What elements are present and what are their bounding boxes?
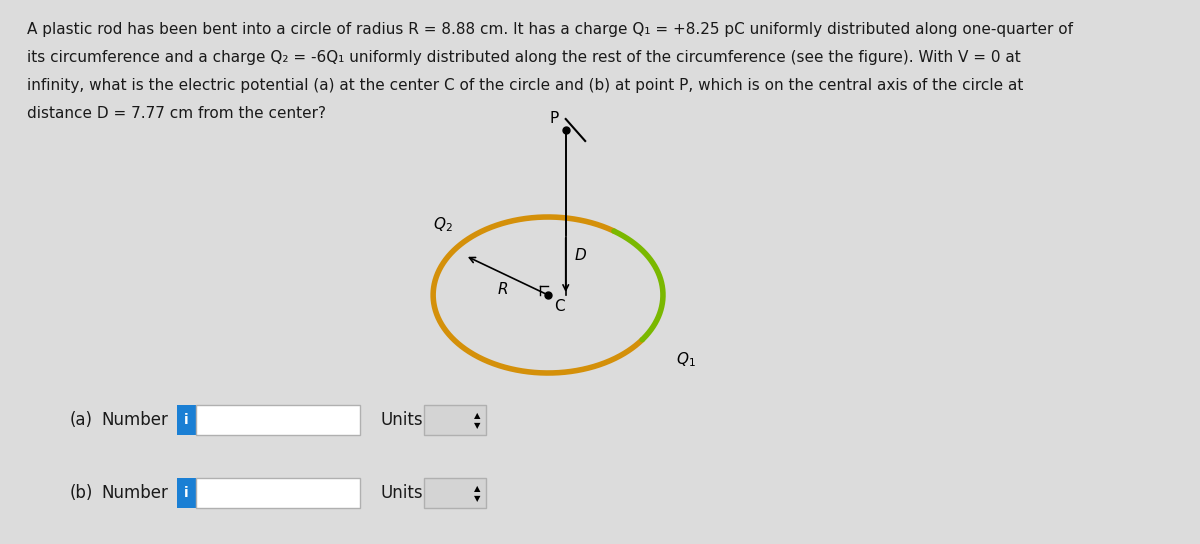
Text: Number: Number bbox=[102, 411, 168, 429]
Text: Units: Units bbox=[380, 411, 422, 429]
Text: C: C bbox=[554, 299, 565, 314]
Text: (b): (b) bbox=[70, 484, 92, 502]
Text: ▲: ▲ bbox=[474, 485, 480, 493]
Text: ▼: ▼ bbox=[474, 422, 480, 430]
Text: ▼: ▼ bbox=[474, 494, 480, 504]
Text: ▲: ▲ bbox=[474, 411, 480, 421]
Text: distance D = 7.77 cm from the center?: distance D = 7.77 cm from the center? bbox=[26, 106, 325, 121]
Text: i: i bbox=[185, 486, 188, 500]
Text: A plastic rod has been bent into a circle of radius R = 8.88 cm. It has a charge: A plastic rod has been bent into a circl… bbox=[26, 22, 1073, 37]
FancyBboxPatch shape bbox=[176, 478, 197, 508]
Text: i: i bbox=[185, 413, 188, 427]
FancyBboxPatch shape bbox=[197, 405, 360, 435]
Text: R: R bbox=[498, 282, 509, 298]
Text: $Q_2$: $Q_2$ bbox=[433, 215, 452, 234]
FancyBboxPatch shape bbox=[176, 405, 197, 435]
Text: Units: Units bbox=[380, 484, 422, 502]
Text: (a): (a) bbox=[70, 411, 92, 429]
Text: $Q_1$: $Q_1$ bbox=[677, 351, 696, 369]
Text: Number: Number bbox=[102, 484, 168, 502]
Text: D: D bbox=[575, 248, 587, 263]
Text: its circumference and a charge Q₂ = -6Q₁ uniformly distributed along the rest of: its circumference and a charge Q₂ = -6Q₁… bbox=[26, 50, 1020, 65]
Text: P: P bbox=[550, 111, 559, 126]
FancyBboxPatch shape bbox=[425, 405, 486, 435]
Text: infinity, what is the electric potential (a) at the center C of the circle and (: infinity, what is the electric potential… bbox=[26, 78, 1022, 93]
FancyBboxPatch shape bbox=[425, 478, 486, 508]
FancyBboxPatch shape bbox=[197, 478, 360, 508]
